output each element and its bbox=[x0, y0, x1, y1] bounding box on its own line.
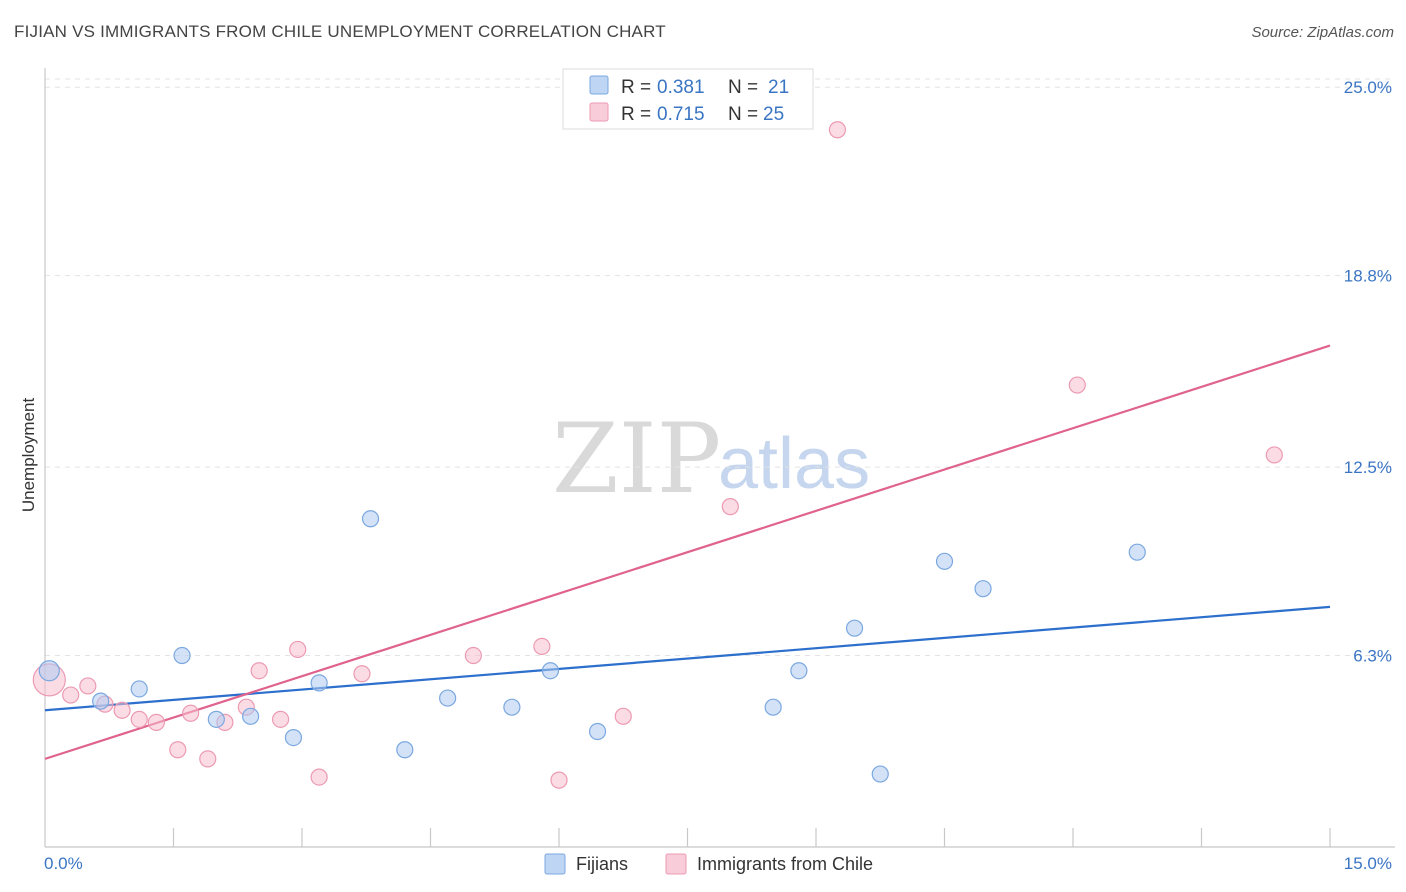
legend-r-value-chile: 0.715 bbox=[657, 104, 705, 125]
chile-point bbox=[614, 707, 632, 725]
chile-point bbox=[1068, 376, 1086, 394]
fijians-point bbox=[541, 662, 560, 680]
chile-point bbox=[199, 750, 217, 768]
watermark-atlas: atlas bbox=[718, 424, 870, 504]
chile-point bbox=[271, 710, 290, 728]
y-axis-label: Unemployment bbox=[19, 398, 38, 513]
trend-lines bbox=[44, 344, 1331, 760]
fijians-point bbox=[935, 552, 954, 570]
bottom-legend-swatch-fijians bbox=[544, 853, 566, 875]
fijians-point bbox=[845, 619, 864, 637]
fijians-point bbox=[361, 510, 380, 528]
chile-point bbox=[182, 704, 200, 722]
bottom-legend: Fijians Immigrants from Chile bbox=[544, 853, 873, 875]
fijians-trend-line bbox=[44, 605, 1331, 712]
fijians-point bbox=[1128, 543, 1146, 561]
fijians-point bbox=[790, 662, 808, 680]
fijians-point bbox=[130, 680, 148, 698]
fijians-point bbox=[974, 580, 992, 598]
chile-point bbox=[250, 662, 268, 680]
legend-n-value-chile: 25 bbox=[763, 104, 784, 125]
chile-point bbox=[79, 677, 97, 695]
fijians-point bbox=[871, 765, 889, 783]
legend-r-value-fijians: 0.381 bbox=[657, 77, 705, 98]
chile-point bbox=[169, 741, 187, 759]
chile-point bbox=[828, 121, 847, 139]
chile-point bbox=[464, 646, 482, 665]
y-tick-labels: 6.3% 12.5% 18.8% 25.0% bbox=[1344, 78, 1392, 665]
y-tick-label: 12.5% bbox=[1344, 458, 1392, 477]
bottom-legend-label-chile: Immigrants from Chile bbox=[697, 854, 873, 874]
legend-n-label-chile: N = bbox=[728, 104, 758, 125]
fijians-point bbox=[38, 660, 60, 682]
fijians-point bbox=[588, 722, 607, 741]
bottom-legend-swatch-chile bbox=[665, 853, 687, 875]
y-tick-label: 6.3% bbox=[1353, 647, 1392, 666]
legend-swatch-chile bbox=[589, 102, 609, 122]
source-credit: Source: ZipAtlas.com bbox=[1251, 24, 1394, 41]
fijians-point bbox=[173, 646, 191, 665]
chile-point bbox=[550, 771, 568, 789]
legend-r-label-chile: R = bbox=[621, 104, 651, 125]
x-tick-label-max: 15.0% bbox=[1344, 854, 1392, 873]
fijians-point bbox=[207, 710, 225, 728]
chile-point bbox=[1265, 446, 1283, 464]
legend-swatch-fijians bbox=[589, 75, 609, 95]
legend: R = 0.381 N = 21 R = 0.715 N = 25 bbox=[562, 68, 814, 130]
legend-n-value-fijians: 21 bbox=[768, 77, 789, 98]
bottom-legend-label-fijians: Fijians bbox=[576, 854, 628, 874]
chile-point bbox=[62, 686, 80, 704]
data-points bbox=[32, 121, 1283, 789]
chile-point bbox=[721, 498, 739, 516]
axes bbox=[44, 68, 1395, 848]
chart-title: FIJIAN VS IMMIGRANTS FROM CHILE UNEMPLOY… bbox=[14, 22, 666, 41]
y-tick-label: 18.8% bbox=[1344, 267, 1392, 286]
chile-point bbox=[353, 665, 371, 683]
legend-n-label-fijians: N = bbox=[728, 77, 758, 98]
fijians-point bbox=[396, 741, 414, 759]
chile-trend-line bbox=[44, 344, 1331, 760]
fijians-point bbox=[92, 692, 110, 710]
fijians-point bbox=[310, 674, 328, 692]
legend-r-label-fijians: R = bbox=[621, 77, 651, 98]
chile-point bbox=[113, 701, 131, 719]
watermark-zip: ZIP bbox=[552, 403, 721, 515]
fijians-point bbox=[439, 689, 457, 707]
fijians-point bbox=[764, 698, 782, 716]
y-tick-label: 25.0% bbox=[1344, 78, 1392, 97]
gridlines bbox=[45, 78, 1395, 657]
fijians-point bbox=[284, 728, 303, 747]
chile-point bbox=[310, 768, 328, 786]
x-tick-label-min: 0.0% bbox=[44, 854, 83, 873]
chile-point bbox=[289, 640, 307, 659]
chile-point bbox=[147, 713, 165, 731]
fijians-point bbox=[242, 707, 260, 725]
fijians-point bbox=[503, 698, 521, 716]
chile-point bbox=[130, 710, 148, 728]
chile-point bbox=[533, 637, 551, 656]
